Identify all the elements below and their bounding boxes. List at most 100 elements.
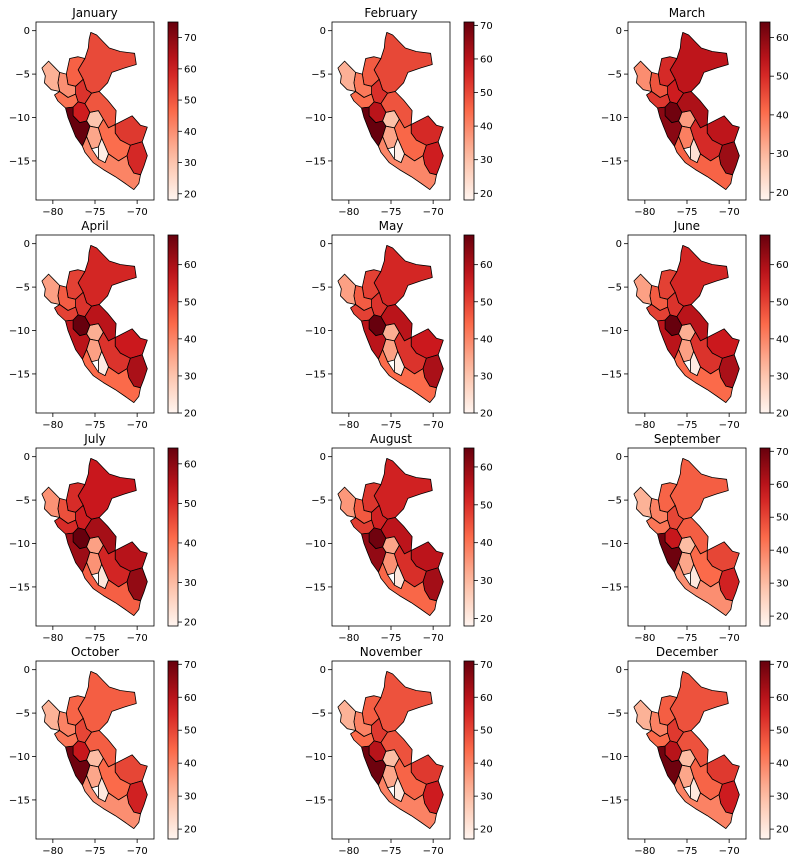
y-tick-label: −15 bbox=[601, 795, 622, 806]
colorbar-tick-label: 30 bbox=[776, 579, 789, 590]
x-tick-label: −70 bbox=[127, 207, 148, 218]
colorbar-tick-label: 50 bbox=[480, 500, 493, 511]
x-tick-label: −80 bbox=[42, 420, 63, 431]
colorbar-tick-label: 30 bbox=[776, 371, 789, 382]
map-region bbox=[674, 562, 733, 616]
x-tick-label: −70 bbox=[719, 207, 740, 218]
colorbar-tick-label: 20 bbox=[776, 188, 789, 199]
x-tick-label: −70 bbox=[127, 420, 148, 431]
y-tick-label: −10 bbox=[601, 752, 622, 763]
colorbar-tick-label: 60 bbox=[184, 459, 197, 470]
colorbar-tick-label: 60 bbox=[480, 462, 493, 473]
y-tick-label: −15 bbox=[305, 156, 326, 167]
colorbar bbox=[463, 21, 475, 201]
map-region bbox=[373, 244, 433, 307]
x-tick-label: −75 bbox=[676, 846, 697, 857]
panel-title: October bbox=[71, 645, 119, 659]
panel-title: July bbox=[83, 432, 106, 446]
y-tick-label: −15 bbox=[305, 582, 326, 593]
x-tick-label: −80 bbox=[42, 633, 63, 644]
y-tick-label: −5 bbox=[607, 709, 622, 720]
map-region bbox=[337, 486, 357, 518]
x-tick-label: −80 bbox=[634, 207, 655, 218]
y-tick-label: −15 bbox=[601, 369, 622, 380]
colorbar-tick-label: 60 bbox=[480, 693, 493, 704]
colorbar-tick-label: 70 bbox=[776, 660, 789, 671]
y-tick-label: −10 bbox=[601, 326, 622, 337]
x-tick-label: −80 bbox=[634, 420, 655, 431]
map-panel-june: June −80 −75 −70 0 −5 −10 −15 20 30 40 50 60 bbox=[601, 219, 789, 431]
x-tick-label: −70 bbox=[719, 420, 740, 431]
x-tick-label: −80 bbox=[634, 633, 655, 644]
y-tick-label: −5 bbox=[15, 496, 30, 507]
colorbar-tick-label: 40 bbox=[776, 546, 789, 557]
x-tick-label: −75 bbox=[676, 633, 697, 644]
colorbar-tick-label: 30 bbox=[480, 792, 493, 803]
x-tick-label: −80 bbox=[42, 846, 63, 857]
y-tick-label: −10 bbox=[305, 752, 326, 763]
colorbar-tick-label: 60 bbox=[776, 33, 789, 44]
x-tick-label: −70 bbox=[719, 846, 740, 857]
map-panel-march: March −80 −75 −70 0 −5 −10 −15 20 30 40 50 60 bbox=[601, 6, 789, 218]
colorbar-tick-label: 60 bbox=[184, 260, 197, 271]
y-tick-label: 0 bbox=[24, 26, 30, 37]
colorbar bbox=[463, 660, 475, 840]
colorbar-tick-label: 70 bbox=[776, 447, 789, 458]
x-tick-label: −70 bbox=[423, 207, 444, 218]
y-tick-label: −5 bbox=[15, 283, 30, 294]
y-tick-label: 0 bbox=[320, 452, 326, 463]
y-tick-label: −5 bbox=[311, 283, 326, 294]
colorbar-tick-label: 20 bbox=[184, 409, 197, 420]
map-region bbox=[633, 273, 652, 305]
x-tick-label: −75 bbox=[380, 633, 401, 644]
colorbar-tick-label: 50 bbox=[184, 726, 197, 737]
colorbar-tick-label: 60 bbox=[480, 54, 493, 65]
y-tick-label: −15 bbox=[305, 369, 326, 380]
x-tick-label: −70 bbox=[127, 633, 148, 644]
y-tick-label: 0 bbox=[616, 239, 622, 250]
y-tick-label: −5 bbox=[311, 70, 326, 81]
colorbar-tick-label: 50 bbox=[184, 297, 197, 308]
y-tick-label: −5 bbox=[311, 496, 326, 507]
y-tick-label: −10 bbox=[9, 539, 30, 550]
colorbar-tick-label: 40 bbox=[776, 759, 789, 770]
y-tick-label: 0 bbox=[320, 239, 326, 250]
y-tick-label: −10 bbox=[305, 326, 326, 337]
map-region bbox=[373, 457, 433, 520]
map-region bbox=[633, 699, 652, 731]
colorbar-tick-label: 40 bbox=[480, 759, 493, 770]
colorbar-tick-label: 40 bbox=[184, 538, 197, 549]
x-tick-label: −75 bbox=[676, 420, 697, 431]
colorbar bbox=[167, 234, 179, 414]
colorbar-tick-label: 50 bbox=[776, 513, 789, 524]
map-region bbox=[674, 136, 733, 191]
y-tick-label: 0 bbox=[616, 26, 622, 37]
colorbar-tick-label: 60 bbox=[776, 693, 789, 704]
map-panel-september: September −80 −75 −70 0 −5 −10 −15 20 30 40 50 60 70 bbox=[601, 432, 789, 644]
y-tick-label: 0 bbox=[24, 665, 30, 676]
y-tick-label: −10 bbox=[305, 539, 326, 550]
colorbar bbox=[463, 234, 475, 414]
colorbar bbox=[759, 234, 771, 414]
map-panel-december: December −80 −75 −70 0 −5 −10 −15 20 30 40 50 60 70 bbox=[601, 645, 789, 857]
map-region bbox=[82, 562, 141, 616]
colorbar-tick-label: 50 bbox=[480, 726, 493, 737]
colorbar bbox=[167, 660, 179, 840]
colorbar-tick-label: 30 bbox=[480, 576, 493, 587]
map-panel-november: November −80 −75 −70 0 −5 −10 −15 20 30 40 50 60 70 bbox=[305, 645, 493, 857]
x-tick-label: −80 bbox=[634, 846, 655, 857]
colorbar-tick-label: 50 bbox=[480, 88, 493, 99]
colorbar-tick-label: 60 bbox=[184, 693, 197, 704]
x-tick-label: −70 bbox=[127, 846, 148, 857]
colorbar-tick-label: 20 bbox=[776, 825, 789, 836]
map-region bbox=[77, 244, 137, 307]
map-region bbox=[669, 671, 729, 733]
map-region bbox=[377, 136, 437, 191]
x-tick-label: −80 bbox=[338, 420, 359, 431]
colorbar-tick-label: 20 bbox=[184, 825, 197, 836]
colorbar-tick-label: 20 bbox=[480, 825, 493, 836]
x-tick-label: −75 bbox=[676, 207, 697, 218]
map-region bbox=[674, 775, 733, 829]
colorbar-tick-label: 30 bbox=[480, 155, 493, 166]
colorbar-tick-label: 70 bbox=[184, 33, 197, 44]
